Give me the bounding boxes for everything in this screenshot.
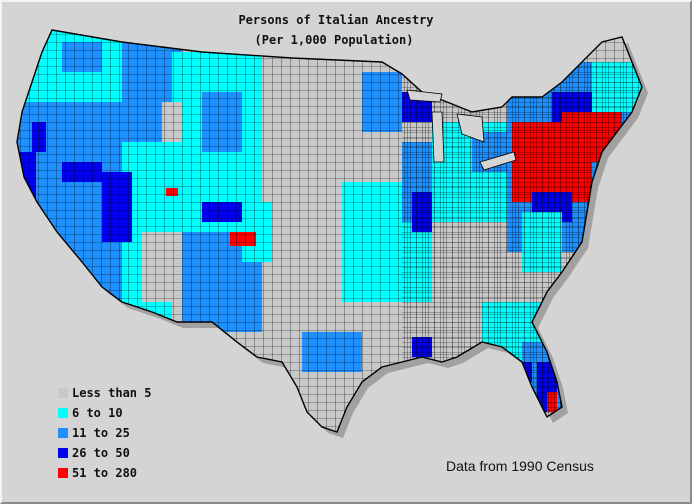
legend-label: 6 to 10 (72, 406, 123, 420)
legend-item: 11 to 25 (58, 423, 151, 443)
legend-label: 26 to 50 (72, 446, 130, 460)
map-title: Persons of Italian Ancestry (238, 13, 434, 27)
lake-michigan (431, 111, 445, 163)
legend-item: 26 to 50 (58, 443, 151, 463)
us-outline (16, 29, 643, 433)
map-subtitle: (Per 1,000 Population) (254, 33, 414, 47)
legend: Less than 5 6 to 10 11 to 25 26 to 50 51… (58, 383, 151, 483)
source-note: Data from 1990 Census (446, 458, 594, 474)
legend-item: 51 to 280 (58, 463, 151, 483)
legend-label: 51 to 280 (72, 466, 138, 480)
legend-item: 6 to 10 (58, 403, 151, 423)
legend-swatch (58, 388, 68, 398)
legend-label: 11 to 25 (72, 426, 130, 440)
legend-swatch (58, 408, 68, 418)
legend-item: Less than 5 (58, 383, 151, 403)
legend-label: Less than 5 (72, 386, 152, 400)
lake-huron (456, 113, 485, 143)
legend-swatch (58, 468, 68, 478)
lake-superior (406, 89, 443, 103)
lake-erie (479, 151, 517, 171)
legend-swatch (58, 428, 68, 438)
legend-swatch (58, 448, 68, 458)
